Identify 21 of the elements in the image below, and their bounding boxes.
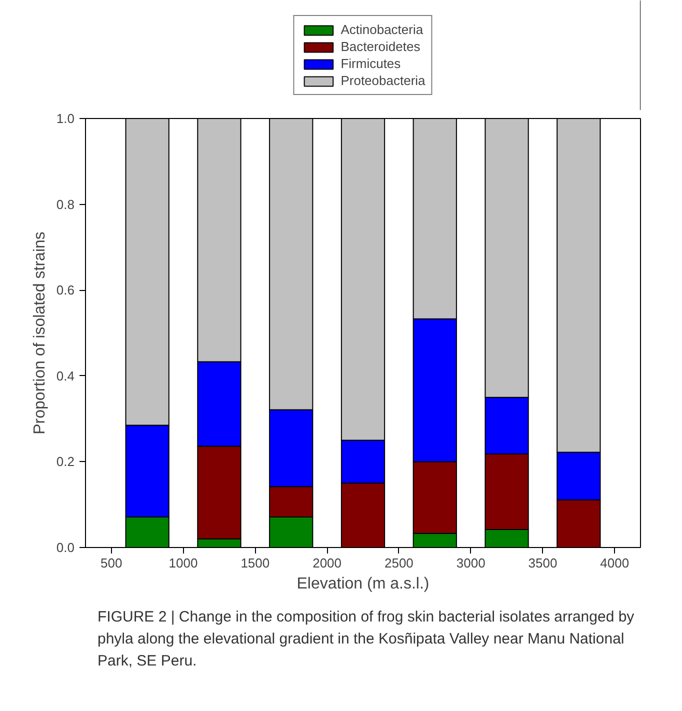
x-tick-label: 500	[100, 556, 122, 570]
y-axis-title: Proportion of isolated strains	[31, 232, 48, 434]
y-tick-label: 1.0	[56, 111, 75, 126]
x-tick-label: 2000	[312, 556, 342, 570]
y-tick-label: 0.0	[56, 540, 75, 555]
y-tick-label: 0.4	[56, 368, 75, 384]
y-tick-label: 0.8	[56, 196, 75, 212]
x-tick-label: 3000	[456, 556, 486, 570]
y-tick-label: 0.6	[56, 282, 75, 298]
caption: FIGURE 2 | Change in the composition of frog skin bacterial isolates arranged by phyla along the elevational gradient in the Kosñipata Valley near Manu National Park, SE Peru.	[98, 608, 635, 670]
x-axis-title: Elevation (m a.s.l.)	[296, 576, 430, 592]
legend-label: Actinobacteria	[340, 22, 424, 37]
legend-label: Proteobacteria	[340, 73, 426, 88]
x-tick-label: 1000	[168, 556, 198, 570]
x-tick-label: 2500	[384, 556, 414, 570]
x-tick-label: 4000	[600, 556, 630, 570]
y-tick-label: 0.2	[56, 454, 75, 470]
x-tick-label: 1500	[240, 556, 270, 570]
x-tick-label: 3500	[528, 556, 558, 570]
legend-label: Firmicutes	[340, 56, 401, 71]
legend-label: Bacteroidetes	[340, 39, 420, 54]
